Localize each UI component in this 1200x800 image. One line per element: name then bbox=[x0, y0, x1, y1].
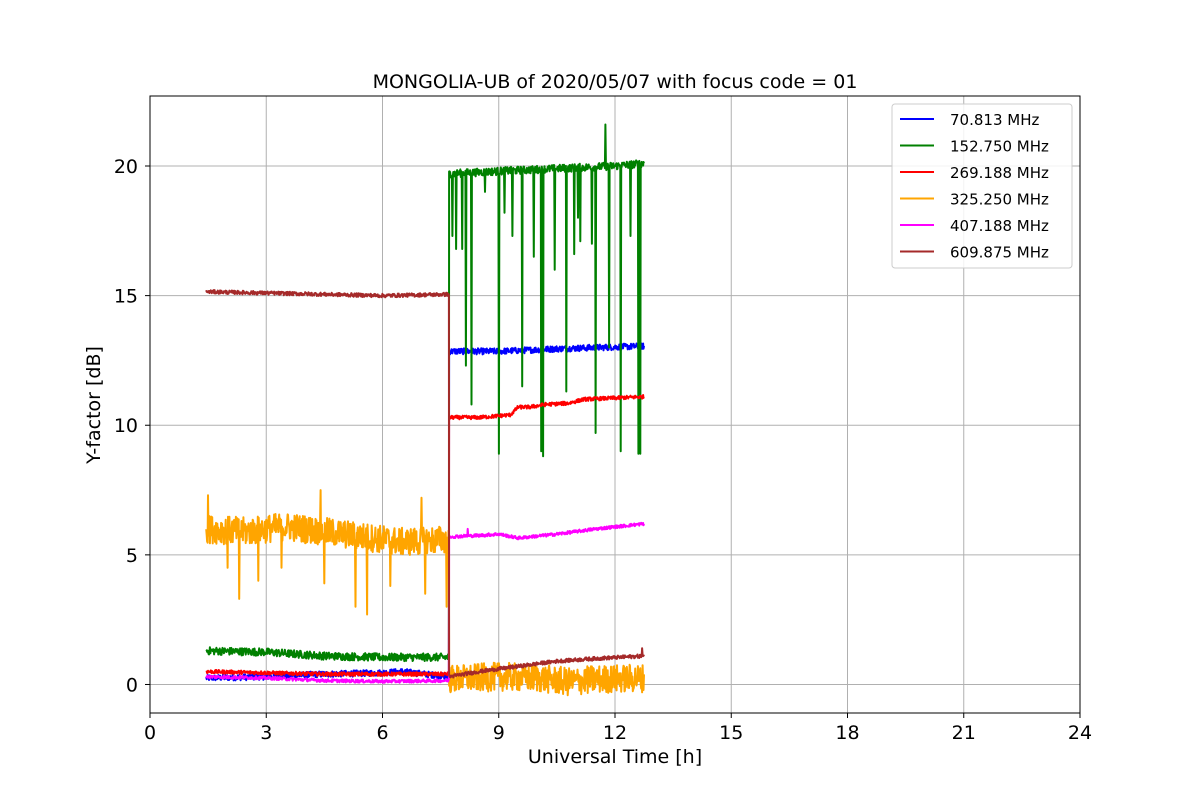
y-axis-label: Y-factor [dB] bbox=[83, 346, 105, 465]
x-tick-label: 18 bbox=[835, 722, 859, 744]
series-line bbox=[205, 123, 645, 663]
legend: 70.813 MHz 152.750 MHz 269.188 MHz 325.250 … bbox=[891, 103, 1073, 269]
x-tick-label: 6 bbox=[376, 722, 388, 744]
x-tick-label: 24 bbox=[1068, 722, 1092, 744]
legend-entry: 407.188 MHz bbox=[950, 217, 1049, 235]
x-axis-label: Universal Time [h] bbox=[528, 746, 702, 768]
legend-box bbox=[891, 103, 1073, 269]
series-line bbox=[205, 289, 645, 679]
y-tick-label: 15 bbox=[114, 286, 138, 308]
series-line bbox=[205, 342, 645, 682]
series-line bbox=[205, 489, 645, 697]
legend-entry: 269.188 MHz bbox=[950, 164, 1049, 182]
series-lines bbox=[205, 123, 645, 697]
legend-entry: 609.875 MHz bbox=[950, 244, 1049, 262]
legend-entry: 152.750 MHz bbox=[950, 138, 1049, 156]
x-tick-label: 21 bbox=[952, 722, 976, 744]
chart-title: MONGOLIA-UB of 2020/05/07 with focus cod… bbox=[373, 71, 858, 93]
x-tick-label: 12 bbox=[603, 722, 627, 744]
legend-entry: 325.250 MHz bbox=[950, 191, 1049, 209]
x-tick-label: 15 bbox=[719, 722, 743, 744]
x-tick-label: 9 bbox=[493, 722, 505, 744]
legend-entry: 70.813 MHz bbox=[950, 111, 1039, 129]
y-tick-label: 10 bbox=[114, 415, 138, 437]
y-axis-ticks: 0 5 10 15 20 bbox=[114, 156, 150, 696]
y-tick-label: 20 bbox=[114, 156, 138, 178]
x-tick-label: 3 bbox=[260, 722, 272, 744]
y-tick-label: 0 bbox=[126, 674, 138, 696]
y-tick-label: 5 bbox=[126, 545, 138, 567]
series-line bbox=[205, 521, 645, 684]
series-line bbox=[205, 394, 645, 677]
x-tick-label: 0 bbox=[144, 722, 156, 744]
x-axis-ticks: 0 3 6 9 12 15 18 21 24 bbox=[144, 713, 1092, 744]
